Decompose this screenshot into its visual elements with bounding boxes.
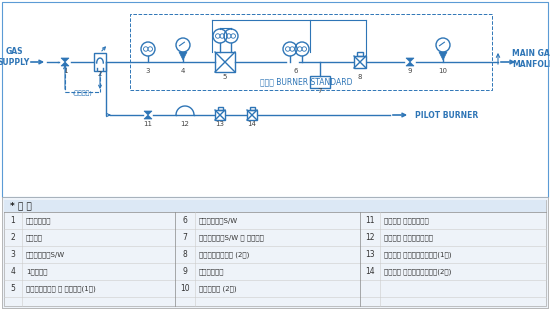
Bar (354, 56, 366, 68)
Text: 7: 7 (318, 88, 322, 94)
Text: 가스저압차단S/W: 가스저압차단S/W (199, 217, 238, 224)
Text: 직화용 BURNER STANDARD: 직화용 BURNER STANDARD (260, 77, 353, 86)
Text: 6: 6 (294, 68, 298, 74)
Bar (130, 14, 492, 90)
Text: 12: 12 (365, 233, 375, 242)
Polygon shape (439, 52, 447, 60)
Bar (247, 110, 257, 120)
Text: 가스안전차단밸브 (2차): 가스안전차단밸브 (2차) (199, 251, 249, 258)
Bar (2, 2, 548, 197)
Text: 3: 3 (10, 250, 15, 259)
Text: 7: 7 (183, 233, 188, 242)
Text: 가스누설감지S/W 및 감시장치: 가스누설감지S/W 및 감시장치 (199, 234, 264, 241)
Text: 13: 13 (216, 121, 224, 127)
Text: 파이롯트 가스압력조정기: 파이롯트 가스압력조정기 (384, 234, 433, 241)
Text: 1: 1 (10, 216, 15, 225)
Text: 가스압력계 (2차): 가스압력계 (2차) (199, 285, 236, 292)
Text: (공급범위): (공급범위) (73, 91, 92, 96)
Bar (94, 53, 106, 71)
Text: 9: 9 (183, 267, 188, 276)
Text: 1: 1 (63, 68, 67, 74)
Bar (4, 200, 546, 306)
Text: 3: 3 (146, 68, 150, 74)
Polygon shape (144, 111, 152, 115)
Polygon shape (179, 52, 187, 60)
Text: 가스필터: 가스필터 (26, 234, 43, 241)
Polygon shape (144, 115, 152, 119)
Bar (2, 197, 548, 308)
Text: 1차압력계: 1차압력계 (26, 268, 47, 275)
Text: MAIN GAS
MANFOLD: MAIN GAS MANFOLD (513, 49, 550, 69)
Bar (215, 110, 225, 120)
Text: 수동차단밸브: 수동차단밸브 (26, 217, 52, 224)
Text: 13: 13 (365, 250, 375, 259)
Text: 파이롯트 가스안전차단밸브(2차): 파이롯트 가스안전차단밸브(2차) (384, 268, 452, 275)
Text: 10: 10 (180, 284, 190, 293)
Polygon shape (406, 58, 414, 62)
Text: 파이롯트 가스안전차단밸브(1차): 파이롯트 가스안전차단밸브(1차) (384, 251, 452, 258)
Bar (217, 107, 223, 110)
Text: 8: 8 (183, 250, 188, 259)
Bar (215, 52, 235, 72)
Text: 10: 10 (438, 68, 448, 74)
Text: 11: 11 (144, 121, 152, 127)
Text: 가스중압차단S/W: 가스중압차단S/W (26, 251, 65, 258)
Polygon shape (406, 62, 414, 66)
Bar (250, 107, 255, 110)
Text: 파이롯트 수송차단밸브: 파이롯트 수송차단밸브 (384, 217, 429, 224)
Text: 가스압력조정기 및 차단밸브(1차): 가스압력조정기 및 차단밸브(1차) (26, 285, 96, 292)
Text: 5: 5 (10, 284, 15, 293)
Text: 8: 8 (358, 74, 362, 80)
Text: 12: 12 (180, 121, 189, 127)
Text: 11: 11 (365, 216, 375, 225)
Text: PILOT BURNER: PILOT BURNER (415, 110, 478, 119)
Text: 14: 14 (248, 121, 256, 127)
Bar (4, 200, 546, 212)
Text: 6: 6 (183, 216, 188, 225)
Text: 9: 9 (408, 68, 412, 74)
Text: * 범 례: * 범 례 (10, 202, 32, 210)
Bar (357, 52, 363, 56)
Text: GAS
SUPPLY: GAS SUPPLY (0, 46, 30, 67)
Polygon shape (61, 62, 69, 66)
Text: 2: 2 (10, 233, 15, 242)
Text: 4: 4 (10, 267, 15, 276)
Bar (310, 76, 330, 88)
Text: 5: 5 (223, 74, 227, 80)
Text: 수동차단밸브: 수동차단밸브 (199, 268, 224, 275)
Text: 2: 2 (98, 71, 102, 77)
Polygon shape (61, 58, 69, 62)
Text: 4: 4 (181, 68, 185, 74)
Text: 14: 14 (365, 267, 375, 276)
